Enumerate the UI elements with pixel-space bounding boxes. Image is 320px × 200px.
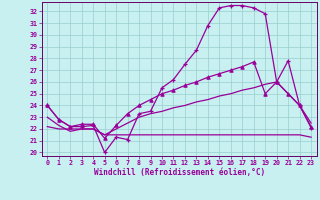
- X-axis label: Windchill (Refroidissement éolien,°C): Windchill (Refroidissement éolien,°C): [94, 168, 265, 177]
